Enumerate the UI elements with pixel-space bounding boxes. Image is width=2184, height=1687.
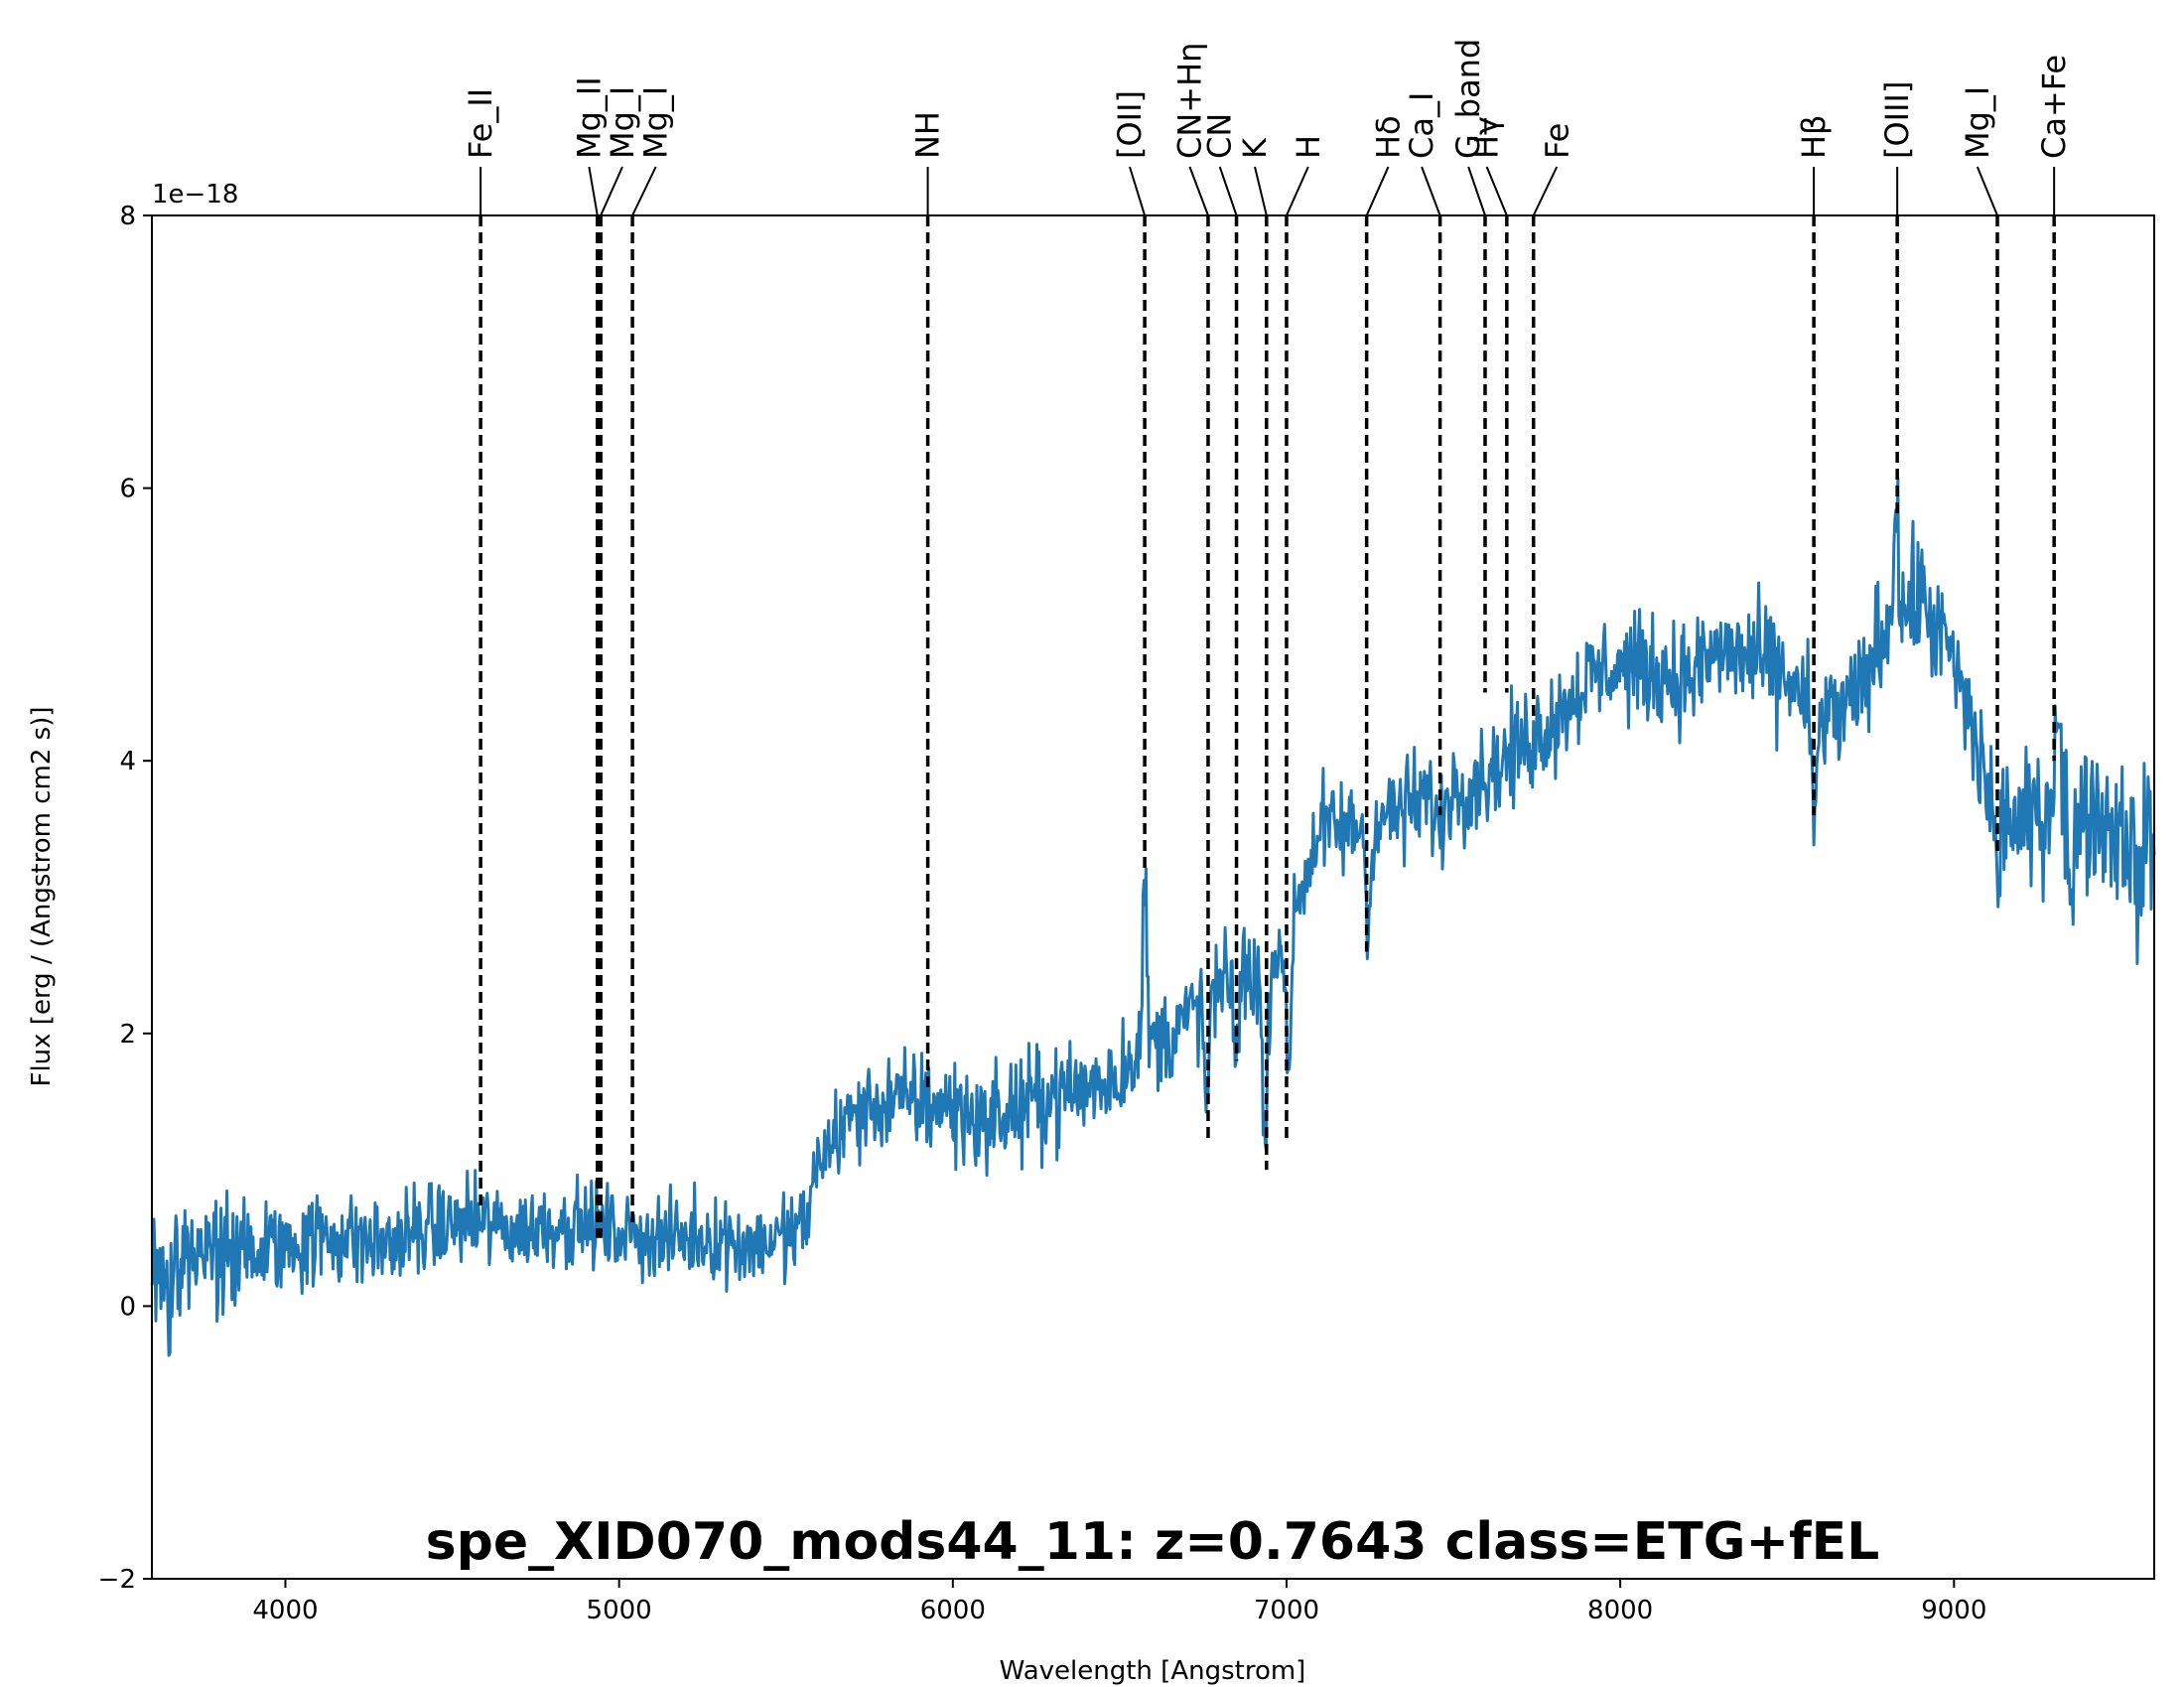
spectral-line-label: Hβ xyxy=(1795,115,1833,159)
spectral-line-connector xyxy=(1467,166,1486,216)
spectral-line-marker: Fe_II xyxy=(462,88,499,1211)
spectral-line-connector xyxy=(1188,166,1209,216)
spectral-line-connector xyxy=(600,166,623,216)
spectral-line-marker: K xyxy=(1236,137,1274,1171)
spectral-line-label: CN+Hη xyxy=(1170,43,1208,159)
spectral-line-marker: Mg_I xyxy=(630,86,675,1225)
y-axis-label: Flux [erg / (Angstrom cm2 s)] xyxy=(27,706,57,1086)
x-tick-label: 5000 xyxy=(587,1596,652,1625)
spectral-line-marker: [OII] xyxy=(1111,90,1149,871)
spectral-line-connector xyxy=(631,166,657,216)
spectrum-series-line xyxy=(150,477,2156,1357)
spectral-line-label: Hδ xyxy=(1369,115,1407,159)
spectral-line-marker: Mg_I xyxy=(1959,86,1999,857)
spectral-line-label: H xyxy=(1290,135,1327,159)
spectral-line-marker: Hβ xyxy=(1795,115,1833,816)
y-tick-label: 2 xyxy=(119,1020,136,1050)
spectral-line-marker: Mg_II xyxy=(570,76,608,1238)
spectral-line-label: Ca_I xyxy=(1403,92,1440,159)
spectral-line-marker: G_band xyxy=(1449,39,1487,693)
x-tick-label: 4000 xyxy=(252,1596,318,1625)
spectral-line-label: G_band xyxy=(1449,39,1487,159)
spectral-line-connector xyxy=(1129,166,1147,216)
spectral-line-label: NH xyxy=(909,111,947,159)
axis-ticks-layer: 4000 5000 6000 7000 8000 9000 −2 0 2 4 6 8 xyxy=(98,202,1987,1625)
x-tick-label: 6000 xyxy=(920,1596,986,1625)
spectral-line-label: Hγ xyxy=(1468,116,1506,159)
spectral-line-connector xyxy=(1485,166,1508,216)
y-tick-label: 4 xyxy=(119,747,136,776)
spectral-line-marker: H xyxy=(1285,135,1327,1143)
spectral-line-label: Ca+Fe xyxy=(2035,55,2073,159)
spectral-line-label: Fe_II xyxy=(462,88,499,159)
spectral-line-marker: Hγ xyxy=(1468,116,1509,693)
spectral-line-label: Mg_I xyxy=(637,86,675,159)
spectral-line-marker: CN xyxy=(1201,113,1239,1061)
spectral-line-marker: [OIII] xyxy=(1878,81,1916,516)
plot-frame xyxy=(151,214,2155,1580)
y-tick-label: −2 xyxy=(98,1565,136,1595)
spectral-line-marker: CN+Hη xyxy=(1170,43,1210,1143)
spectral-line-connector xyxy=(1365,166,1390,216)
y-offset-label: 1e−18 xyxy=(152,180,238,210)
spectral-line-label: Mg_I xyxy=(604,86,641,159)
x-tick-label: 7000 xyxy=(1254,1596,1319,1625)
spectral-line-connector xyxy=(1254,166,1268,216)
spectral-line-connector xyxy=(1976,166,1998,216)
spectral-line-label: [OIII] xyxy=(1878,81,1916,159)
spectral-line-connector xyxy=(1218,166,1238,216)
spectral-line-connector xyxy=(1286,166,1309,216)
spectral-line-label: [OII] xyxy=(1111,90,1149,159)
y-tick-label: 8 xyxy=(119,202,136,231)
spectral-line-label: CN xyxy=(1201,113,1239,159)
y-tick-label: 6 xyxy=(119,475,136,504)
spectral-line-marker: Hδ xyxy=(1364,115,1407,952)
spectral-line-label: Mg_II xyxy=(570,76,608,159)
y-tick-label: 0 xyxy=(119,1292,136,1322)
spectrum-layer xyxy=(150,477,2156,1357)
redshift-class-annotation: spe_XID070_mods44_11: z=0.7643 class=ETG… xyxy=(426,1512,1880,1572)
spectral-line-connector xyxy=(1532,166,1559,216)
spectral-line-marker: Fe xyxy=(1531,123,1575,721)
x-tick-label: 9000 xyxy=(1921,1596,1986,1625)
spectral-line-label: Mg_I xyxy=(1959,86,1996,159)
x-axis-label: Wavelength [Angstrom] xyxy=(1000,1656,1306,1686)
x-tick-label: 8000 xyxy=(1587,1596,1653,1625)
spectral-line-connector xyxy=(1421,166,1441,216)
spectral-line-marker: Mg_I xyxy=(599,86,641,1238)
spectral-line-label: K xyxy=(1236,137,1274,159)
spectral-line-label: Fe xyxy=(1538,123,1575,159)
spectral-line-connector xyxy=(588,166,599,216)
spectral-line-marker: Ca+Fe xyxy=(2035,55,2073,762)
spectral-line-marker: NH xyxy=(909,111,947,1088)
spectral-line-marker: Ca_I xyxy=(1403,92,1442,816)
